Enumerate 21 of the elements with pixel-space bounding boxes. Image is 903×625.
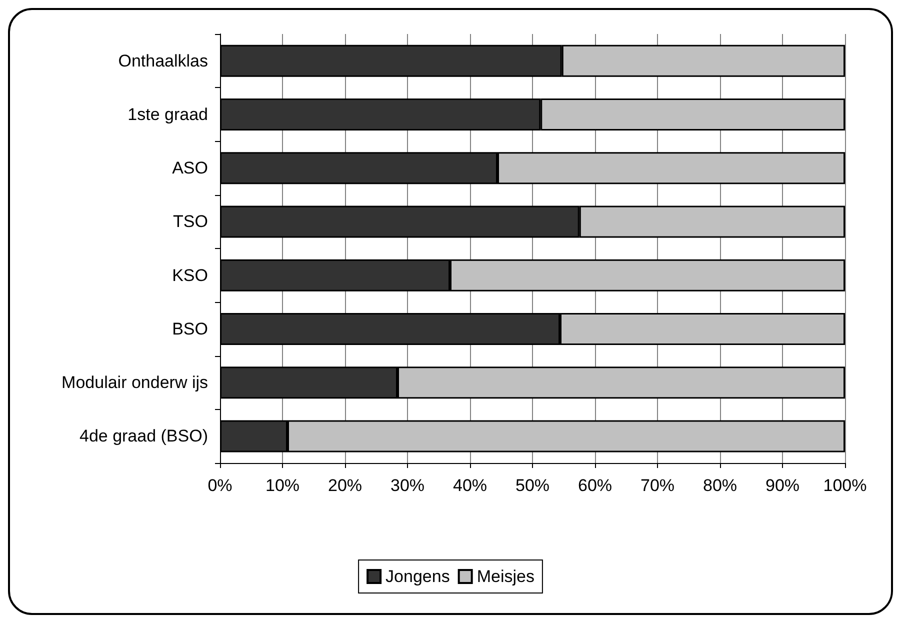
legend-label: Meisjes [476,567,534,586]
y-tick-label: Onthaalklas [118,51,208,70]
x-tick-label: 40% [452,476,488,495]
legend-label: Jongens [386,567,450,586]
x-tick-label: 10% [265,476,300,495]
x-tick-label: 70% [640,476,675,495]
x-tick-label: 90% [765,476,800,495]
y-tick-label: ASO [172,158,208,178]
x-tick-label: 100% [823,476,867,495]
y-tick-label: 4de graad (BSO) [79,426,208,446]
y-tick-label: Modulair onderw ijs [62,373,208,392]
x-tick-label: 50% [515,476,550,495]
x-tick-label: 60% [578,476,612,495]
y-tick-label: KSO [172,266,208,285]
x-tick-label: 80% [702,476,738,495]
y-tick-label: BSO [172,319,208,338]
y-tick-label: 1ste graad [128,104,208,124]
x-tick-label: 30% [390,476,425,495]
x-tick-label: 20% [328,476,362,495]
x-tick-label: 0% [208,476,232,495]
y-tick-label: TSO [173,212,208,232]
